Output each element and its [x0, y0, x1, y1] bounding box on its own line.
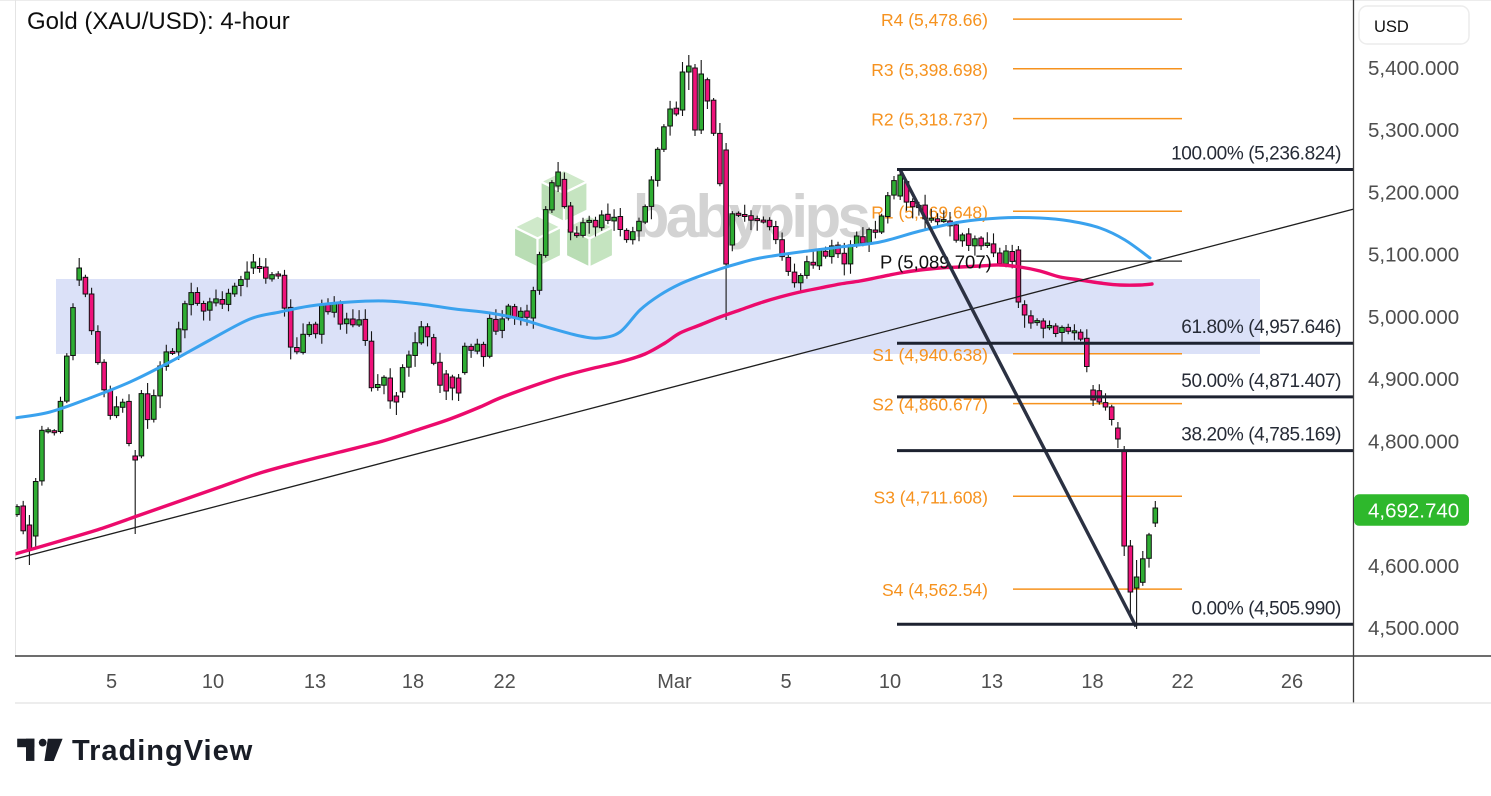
svg-text:S1 (4,940.638): S1 (4,940.638)	[872, 345, 988, 365]
svg-text:38.20% (4,785.169): 38.20% (4,785.169)	[1181, 425, 1341, 446]
svg-text:5,000.000: 5,000.000	[1368, 306, 1459, 329]
svg-text:10: 10	[879, 671, 901, 693]
svg-text:5,100.000: 5,100.000	[1368, 244, 1459, 267]
svg-text:Gold (XAU/USD): 4-hour: Gold (XAU/USD): 4-hour	[27, 8, 290, 35]
svg-text:22: 22	[1171, 671, 1193, 693]
svg-text:R3 (5,398.698): R3 (5,398.698)	[871, 60, 988, 80]
svg-text:S4 (4,562.54): S4 (4,562.54)	[882, 580, 988, 600]
svg-text:18: 18	[402, 671, 424, 693]
svg-text:R4 (5,478.66): R4 (5,478.66)	[881, 10, 988, 30]
svg-text:26: 26	[1281, 671, 1303, 693]
svg-text:5: 5	[106, 671, 117, 693]
svg-text:4,692.740: 4,692.740	[1368, 500, 1459, 523]
svg-text:P (5,089.707): P (5,089.707)	[880, 252, 992, 273]
svg-text:TradingView: TradingView	[72, 735, 253, 767]
svg-text:S2 (4,860.677): S2 (4,860.677)	[872, 395, 988, 415]
svg-text:61.80% (4,957.646): 61.80% (4,957.646)	[1181, 317, 1341, 338]
svg-text:R1 (5,169.648): R1 (5,169.648)	[871, 202, 988, 222]
svg-text:100.00% (5,236.824): 100.00% (5,236.824)	[1171, 144, 1341, 165]
svg-text:5: 5	[780, 671, 791, 693]
svg-text:13: 13	[304, 671, 326, 693]
svg-text:10: 10	[202, 671, 224, 693]
svg-text:5,200.000: 5,200.000	[1368, 181, 1459, 204]
svg-text:USD: USD	[1374, 18, 1409, 36]
svg-text:0.00% (4,505.990): 0.00% (4,505.990)	[1191, 598, 1341, 619]
svg-text:R2 (5,318.737): R2 (5,318.737)	[871, 110, 988, 130]
svg-text:4,600.000: 4,600.000	[1368, 555, 1459, 578]
svg-text:5,300.000: 5,300.000	[1368, 119, 1459, 142]
svg-text:4,900.000: 4,900.000	[1368, 368, 1459, 391]
svg-text:Mar: Mar	[657, 671, 692, 693]
svg-text:S3 (4,711.608): S3 (4,711.608)	[874, 487, 988, 507]
svg-text:18: 18	[1081, 671, 1103, 693]
svg-text:5,400.000: 5,400.000	[1368, 57, 1459, 80]
svg-text:22: 22	[493, 671, 515, 693]
svg-text:4,500.000: 4,500.000	[1368, 617, 1459, 640]
svg-text:13: 13	[981, 671, 1003, 693]
svg-text:4,800.000: 4,800.000	[1368, 430, 1459, 453]
svg-text:50.00% (4,871.407): 50.00% (4,871.407)	[1181, 371, 1341, 392]
